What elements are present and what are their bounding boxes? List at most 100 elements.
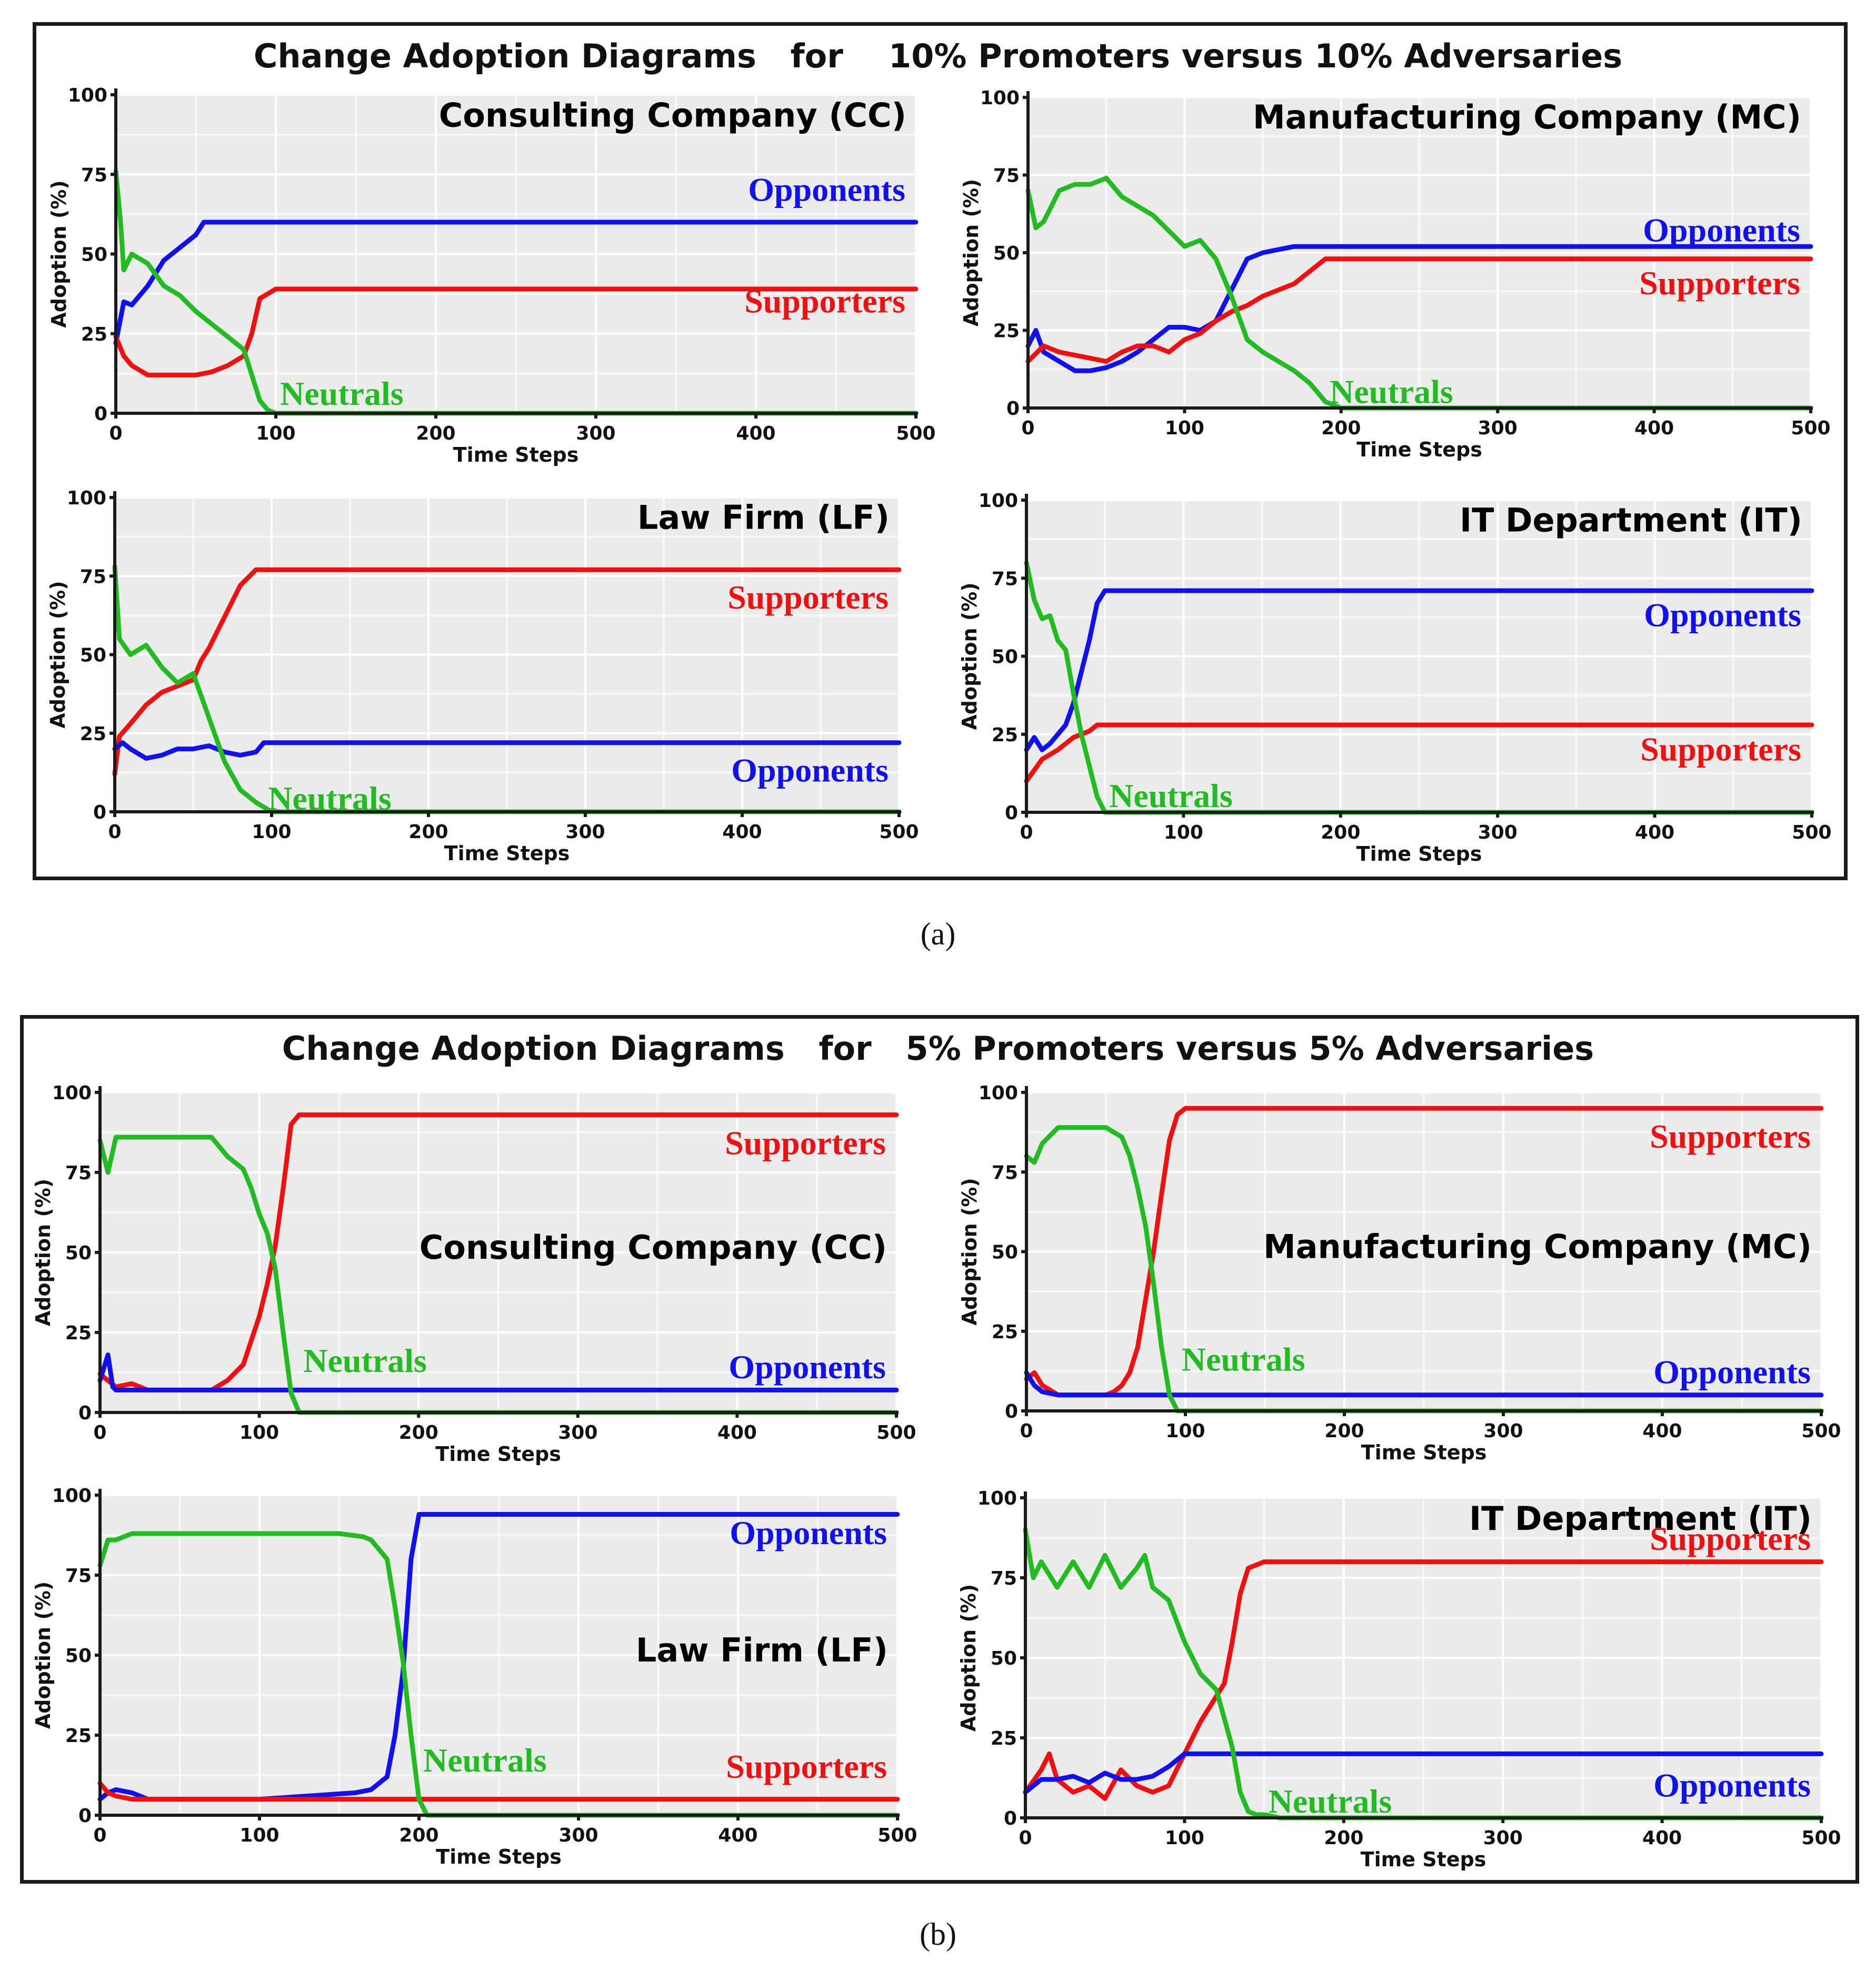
y-tick-label: 0 xyxy=(94,403,107,425)
y-tick-label: 25 xyxy=(992,1321,1018,1343)
panel-title-manufacturing-company-mc: Manufacturing Company (MC) xyxy=(1253,98,1801,136)
panel-title-it-department-it: IT Department (IT) xyxy=(1469,1499,1812,1538)
y-tick-label: 25 xyxy=(993,321,1020,342)
y-tick-label: 75 xyxy=(992,568,1018,590)
series-line-supporters xyxy=(112,567,902,777)
y-tick-label: 100 xyxy=(979,1082,1018,1104)
y-axis-title: Adoption (%) xyxy=(958,582,981,730)
series-line-opponents xyxy=(1024,1370,1824,1398)
y-tick-label: 75 xyxy=(992,1162,1018,1183)
x-tick-label: 0 xyxy=(93,1825,106,1846)
y-axis-title: Adoption (%) xyxy=(32,1179,55,1326)
x-tick-label: 0 xyxy=(93,1422,106,1444)
x-tick-label: 500 xyxy=(1792,822,1831,843)
series-label-opponents: Opponents xyxy=(731,751,889,789)
y-tick-label: 75 xyxy=(80,566,106,588)
y-tick-label: 50 xyxy=(81,244,107,266)
series-label-supporters: Supporters xyxy=(1639,264,1800,302)
y-axis-title: Adoption (%) xyxy=(957,1584,980,1732)
y-tick-label: 0 xyxy=(78,1805,92,1827)
y-tick-label: 50 xyxy=(65,1242,92,1264)
x-tick-label: 200 xyxy=(416,423,455,444)
y-tick-label: 25 xyxy=(65,1322,92,1344)
series-line-neutrals xyxy=(1025,175,1813,411)
x-tick-label: 0 xyxy=(108,821,121,843)
x-tick-label: 0 xyxy=(1019,1827,1032,1849)
series-line-opponents xyxy=(112,740,902,761)
series-label-opponents: Opponents xyxy=(748,171,905,208)
x-tick-label: 200 xyxy=(399,1825,438,1846)
y-tick-label: 0 xyxy=(1005,802,1018,824)
figure-a-title: Change Adoption Diagrams for 10% Promote… xyxy=(253,37,1623,75)
panel-title-it-department-it: IT Department (IT) xyxy=(1460,501,1802,539)
x-axis-title: Time Steps xyxy=(435,1442,561,1466)
x-tick-label: 200 xyxy=(399,1422,438,1444)
series-line-supporters xyxy=(1023,1559,1824,1801)
series-line-supporters xyxy=(97,1780,900,1802)
x-axis-title: Time Steps xyxy=(453,443,579,466)
series-label-opponents: Opponents xyxy=(1653,1766,1811,1804)
y-tick-label: 25 xyxy=(65,1725,92,1747)
series-label-neutrals: Neutrals xyxy=(423,1742,547,1779)
y-tick-label: 0 xyxy=(1005,1401,1018,1422)
y-tick-label: 100 xyxy=(67,487,106,509)
figure-a-caption: (a) xyxy=(920,917,956,951)
x-tick-label: 500 xyxy=(896,423,935,444)
x-tick-label: 500 xyxy=(1801,1420,1841,1442)
series-label-opponents: Opponents xyxy=(1643,212,1800,249)
x-tick-label: 500 xyxy=(879,821,919,843)
x-tick-label: 500 xyxy=(877,1825,917,1846)
series-line-opponents xyxy=(97,1352,899,1392)
series-label-supporters: Supporters xyxy=(1640,730,1801,768)
x-tick-label: 200 xyxy=(1324,1827,1363,1849)
y-tick-label: 75 xyxy=(81,164,107,186)
x-tick-label: 300 xyxy=(1483,1420,1523,1442)
y-tick-label: 50 xyxy=(991,1648,1017,1669)
y-tick-label: 75 xyxy=(993,165,1020,187)
y-tick-label: 100 xyxy=(68,85,107,106)
x-tick-label: 400 xyxy=(718,1825,757,1846)
x-tick-label: 100 xyxy=(240,1825,279,1846)
x-axis-title: Time Steps xyxy=(1356,438,1482,461)
series-label-supporters: Supporters xyxy=(726,1748,887,1785)
series-line-opponents xyxy=(1025,244,1813,373)
x-axis-title: Time Steps xyxy=(1356,842,1482,865)
series-label-supporters: Supporters xyxy=(725,1124,886,1161)
series-line-opponents xyxy=(1024,588,1814,752)
y-tick-label: 75 xyxy=(65,1162,92,1184)
series-line-opponents xyxy=(113,220,919,346)
x-tick-label: 400 xyxy=(717,1422,757,1444)
x-tick-label: 200 xyxy=(1321,822,1360,843)
x-tick-label: 500 xyxy=(1791,417,1830,439)
x-tick-label: 200 xyxy=(408,821,448,843)
x-tick-label: 100 xyxy=(256,423,295,444)
y-tick-label: 50 xyxy=(992,1242,1018,1263)
y-tick-label: 25 xyxy=(991,1728,1017,1749)
figure-b-caption: (b) xyxy=(920,1917,956,1952)
series-line-opponents xyxy=(97,1512,900,1802)
x-axis-title: Time Steps xyxy=(1361,1848,1486,1871)
series-line-supporters xyxy=(113,286,919,377)
y-tick-label: 0 xyxy=(1006,398,1020,420)
x-tick-label: 300 xyxy=(1483,1827,1523,1849)
series-line-opponents xyxy=(1023,1751,1824,1795)
y-tick-label: 25 xyxy=(81,324,107,345)
x-tick-label: 300 xyxy=(1478,417,1518,439)
series-line-supporters xyxy=(1025,256,1813,364)
series-label-neutrals: Neutrals xyxy=(1269,1783,1392,1820)
series-label-opponents: Opponents xyxy=(730,1514,887,1551)
x-tick-label: 200 xyxy=(1324,1420,1364,1442)
x-tick-label: 400 xyxy=(1634,417,1674,439)
y-tick-label: 50 xyxy=(993,243,1020,264)
x-tick-label: 300 xyxy=(558,1422,597,1444)
series-line-supporters xyxy=(1024,722,1814,784)
y-axis-title: Adoption (%) xyxy=(960,179,983,326)
series-label-supporters: Supporters xyxy=(744,282,905,320)
x-tick-label: 300 xyxy=(558,1825,598,1846)
panel-title-consulting-company-cc: Consulting Company (CC) xyxy=(439,96,906,135)
x-tick-label: 100 xyxy=(1165,417,1204,439)
